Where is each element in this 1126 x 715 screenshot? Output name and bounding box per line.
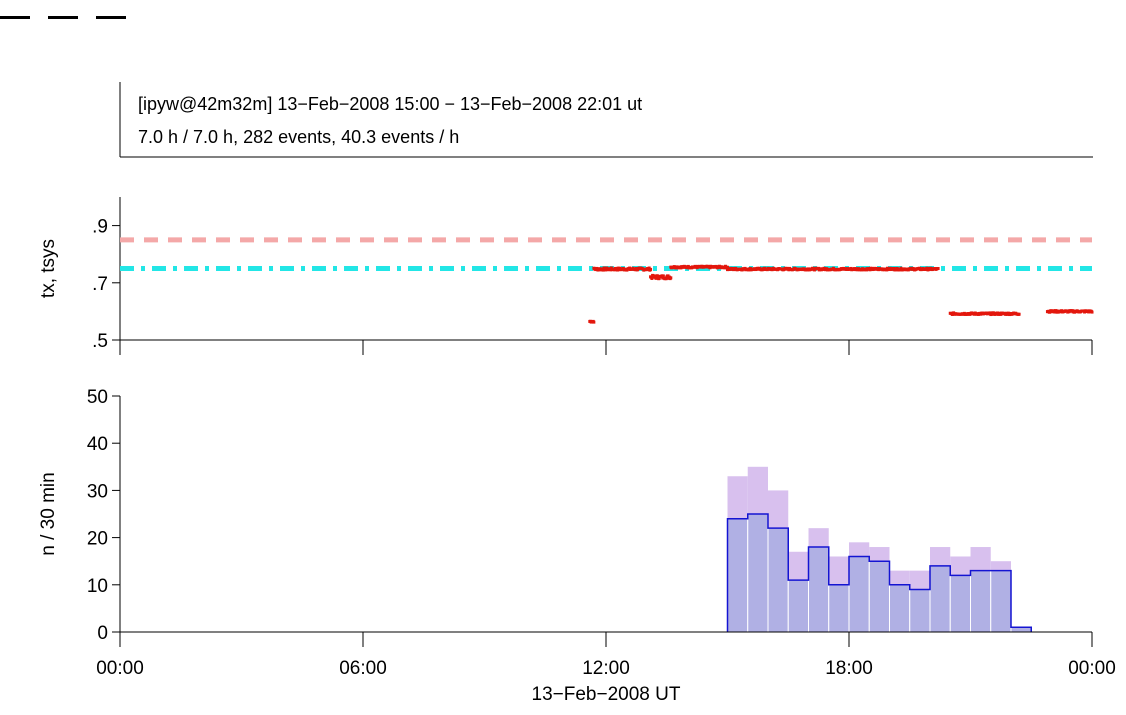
y-tick-label-bottom: 30 <box>87 481 108 502</box>
histogram-bar-selected <box>990 570 1012 633</box>
event-rate-panel: 0 10 20 30 40 50 00:00 06:00 12:00 18:00 00:00 n / … <box>38 387 1116 705</box>
y-tick-label-bottom: 10 <box>87 576 108 597</box>
data-point <box>657 276 661 280</box>
histogram-bar-selected <box>949 574 971 633</box>
x-tick-label: 18:00 <box>825 658 873 679</box>
y-tick-label-top: .7 <box>92 274 108 295</box>
data-point <box>988 311 992 315</box>
data-point <box>654 276 658 280</box>
histogram-bar-selected <box>868 560 890 633</box>
data-point <box>1090 310 1094 314</box>
data-point <box>592 320 596 324</box>
data-point <box>669 276 673 280</box>
y-tick-label-bottom: 50 <box>87 387 108 408</box>
tx-tsys-panel: .5 .7 .9 tx, tsys <box>38 197 1094 355</box>
corner-dash-mark <box>48 16 78 19</box>
x-tick-label: 00:00 <box>96 658 144 679</box>
histogram-bar-selected <box>727 518 749 633</box>
histogram-bar-selected <box>808 546 830 633</box>
x-tick-label: 00:00 <box>1068 658 1116 679</box>
header-line-2: 7.0 h / 7.0 h, 282 events, 40.3 events /… <box>138 127 459 147</box>
histogram-bar-selected <box>787 579 809 633</box>
header-panel: [ipyw@42m32m] 13−Feb−2008 15:00 − 13−Feb… <box>119 82 1093 158</box>
data-point <box>936 266 940 270</box>
data-point <box>899 266 903 270</box>
histogram-bar-selected <box>909 589 931 633</box>
y-tick-label-top: .5 <box>92 331 108 352</box>
histogram-bar-selected <box>767 527 789 633</box>
x-tick-label: 06:00 <box>339 658 387 679</box>
y-axis-label-bottom: n / 30 min <box>38 472 59 555</box>
data-point <box>1017 312 1021 316</box>
histogram-bar-selected <box>889 584 911 633</box>
header-line-1: [ipyw@42m32m] 13−Feb−2008 15:00 − 13−Feb… <box>138 94 642 114</box>
data-point <box>601 268 605 272</box>
data-point <box>661 274 665 278</box>
y-tick-label-top: .9 <box>92 217 108 238</box>
histogram-bar-selected <box>828 584 850 633</box>
y-axis-label-top: tx, tsys <box>38 239 59 298</box>
data-point <box>664 277 668 281</box>
y-tick-label-bottom: 20 <box>87 529 108 550</box>
data-point <box>649 267 653 271</box>
corner-dash-mark <box>96 16 126 19</box>
corner-dash-mark <box>0 16 30 19</box>
histogram-bar-selected <box>747 513 769 633</box>
histogram-bar-selected <box>848 555 870 633</box>
x-tick-label: 12:00 <box>582 658 630 679</box>
histogram-bar-selected <box>929 565 951 633</box>
histogram-bar-selected <box>970 570 992 633</box>
data-point <box>655 274 659 278</box>
y-tick-label-bottom: 0 <box>97 623 108 644</box>
x-axis-label: 13−Feb−2008 UT <box>532 684 681 705</box>
y-tick-label-bottom: 40 <box>87 434 108 455</box>
histogram-step-outline <box>726 513 1032 632</box>
data-point <box>726 265 729 269</box>
